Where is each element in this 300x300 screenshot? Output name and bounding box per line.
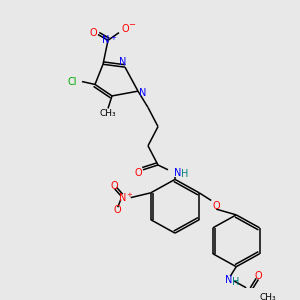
Text: −: − (128, 20, 136, 29)
Text: N: N (225, 275, 232, 285)
Text: N: N (102, 35, 110, 45)
Text: Cl: Cl (67, 76, 77, 86)
Text: CH₃: CH₃ (100, 109, 116, 118)
Text: CH₃: CH₃ (260, 293, 277, 300)
Text: O: O (114, 205, 122, 215)
Text: +: + (126, 192, 132, 198)
Text: O: O (134, 168, 142, 178)
Text: N: N (174, 168, 182, 178)
Text: O: O (111, 181, 118, 191)
Text: N: N (139, 88, 147, 98)
Text: H: H (232, 277, 239, 287)
Text: O: O (89, 28, 97, 38)
Text: O: O (121, 24, 129, 34)
Text: +: + (110, 35, 116, 41)
Text: N: N (119, 193, 126, 202)
Text: N: N (119, 57, 127, 68)
Text: H: H (181, 169, 189, 178)
Text: O: O (254, 271, 262, 281)
Text: O: O (212, 201, 220, 211)
